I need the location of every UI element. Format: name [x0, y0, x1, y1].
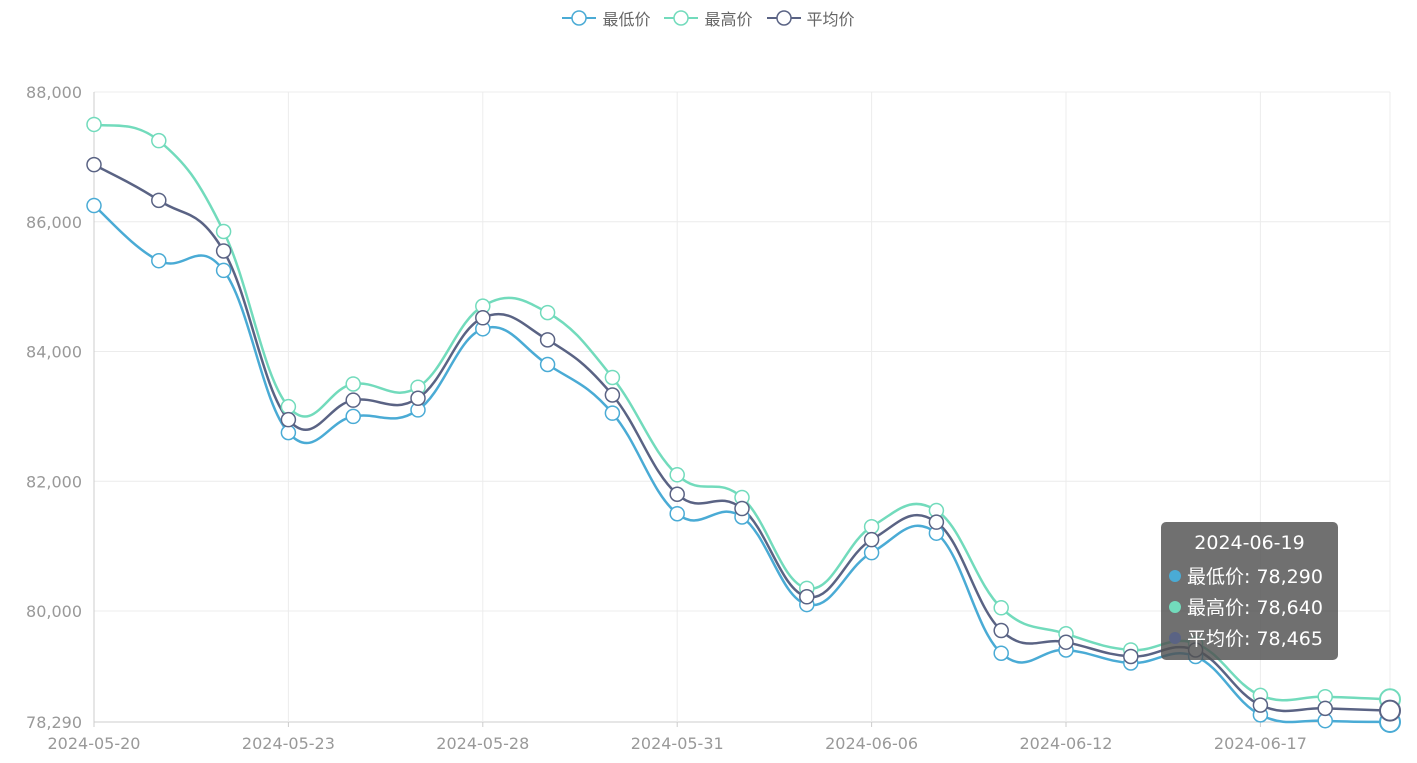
- tooltip-row-highest: 最高价: 78,640: [1169, 591, 1330, 622]
- data-point-lowest: [86, 197, 102, 214]
- data-point-average: [1058, 634, 1074, 650]
- data-point-average: [1317, 700, 1333, 717]
- legend-marker-highest: [664, 10, 699, 26]
- x-tick-label: 2024-05-31: [631, 734, 724, 753]
- data-point-lowest: [863, 544, 880, 561]
- data-point-average: [928, 514, 945, 530]
- legend-marker-lowest: [562, 10, 597, 26]
- data-point-highest: [863, 518, 880, 535]
- series-line-average: [93, 163, 1391, 713]
- x-tick-label: 2024-05-20: [48, 734, 141, 753]
- data-point-average: [669, 486, 685, 503]
- y-tick-label: 84,000: [26, 343, 82, 362]
- data-point-highest: [604, 369, 621, 386]
- data-point-average: [345, 392, 361, 408]
- y-tick-label: 82,000: [26, 472, 82, 491]
- data-point-average: [1252, 697, 1269, 713]
- data-point-lowest: [604, 405, 621, 421]
- data-point-average: [410, 390, 426, 406]
- y-tick-label: 86,000: [26, 213, 82, 232]
- data-point-lowest: [669, 505, 685, 522]
- tooltip-dot-lowest: [1169, 569, 1181, 582]
- data-point-highest: [345, 376, 361, 392]
- data-point-highest: [539, 304, 556, 321]
- data-point-highest: [215, 223, 232, 240]
- legend-label-lowest: 最低价: [602, 10, 651, 29]
- data-point-average: [604, 387, 621, 403]
- data-point-average: [280, 411, 297, 428]
- tooltip-row-lowest: 最低价: 78,290: [1169, 560, 1330, 591]
- data-point-lowest: [345, 408, 361, 425]
- data-point-average: [1123, 648, 1139, 665]
- y-tick-label: 80,000: [26, 602, 82, 621]
- data-point-highest: [86, 116, 102, 133]
- legend-item-highest[interactable]: 最高价: [664, 6, 753, 30]
- data-point-average: [475, 310, 491, 326]
- chart-legend: 最低价 最高价 平均价: [0, 6, 1417, 30]
- legend-item-average[interactable]: 平均价: [766, 6, 855, 30]
- data-point-highest: [669, 467, 685, 483]
- x-tick-label: 2024-05-28: [436, 734, 529, 753]
- data-point-average: [151, 192, 167, 209]
- x-tick-label: 2024-06-12: [1020, 734, 1113, 753]
- y-tick-label: 88,000: [26, 83, 82, 102]
- data-point-highest: [151, 132, 167, 149]
- data-point-average: [734, 500, 750, 517]
- data-point-average: [799, 589, 815, 605]
- legend-label-highest: 最高价: [704, 10, 753, 29]
- data-point-average: [863, 531, 880, 548]
- tooltip-row-average: 平均价: 78,465: [1169, 622, 1330, 653]
- data-point-lowest: [151, 252, 167, 269]
- y-tick-label: 78,290: [26, 713, 82, 732]
- tooltip-text-lowest: 最低价: 78,290: [1187, 566, 1323, 588]
- data-point-lowest: [993, 645, 1009, 661]
- legend-label-average: 平均价: [806, 10, 855, 29]
- data-point-average: [86, 156, 102, 173]
- data-point-highest: [993, 600, 1009, 616]
- x-tick-label: 2024-06-17: [1214, 734, 1307, 753]
- x-tick-label: 2024-05-23: [242, 734, 335, 753]
- data-point-average: [539, 332, 556, 348]
- data-point-lowest: [539, 356, 556, 373]
- data-point-lowest: [280, 424, 297, 441]
- tooltip-text-average: 平均价: 78,465: [1187, 628, 1323, 650]
- x-tick-label: 2024-06-06: [825, 734, 918, 753]
- tooltip-text-highest: 最高价: 78,640: [1187, 597, 1323, 619]
- chart-tooltip: 2024-06-19 最低价: 78,290 最高价: 78,640 平均价: …: [1161, 522, 1338, 660]
- tooltip-date: 2024-06-19: [1194, 532, 1305, 554]
- data-point-average: [215, 243, 232, 259]
- data-point-highest: [280, 398, 297, 415]
- legend-marker-average: [766, 10, 801, 26]
- data-point-average: [993, 622, 1009, 639]
- data-point-average: [1379, 699, 1401, 722]
- tooltip-dot-average: [1169, 631, 1181, 644]
- legend-item-lowest[interactable]: 最低价: [562, 6, 650, 30]
- data-point-lowest: [215, 262, 232, 279]
- tooltip-dot-highest: [1169, 600, 1181, 613]
